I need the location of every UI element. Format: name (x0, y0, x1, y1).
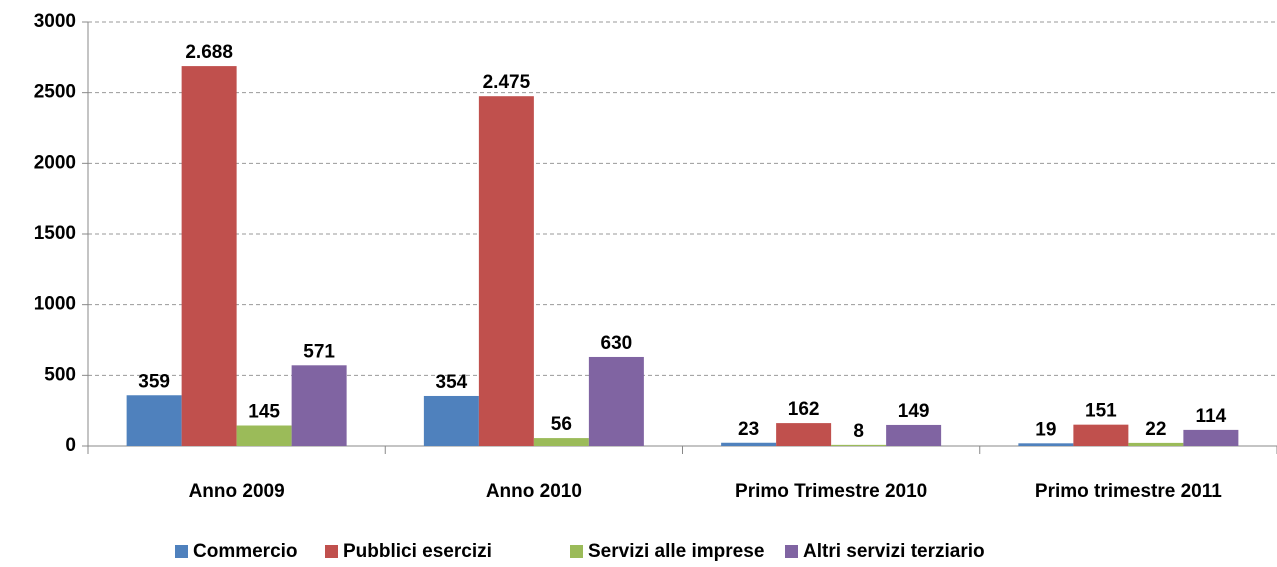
data-label: 359 (138, 371, 170, 392)
bar (1183, 429, 1239, 446)
data-label: 145 (248, 402, 280, 423)
data-label: 571 (303, 341, 335, 362)
data-label: 8 (853, 421, 864, 442)
data-label: 151 (1085, 401, 1117, 422)
bar (423, 395, 479, 446)
x-tick-label: Primo trimestre 2011 (1035, 481, 1222, 502)
legend-swatch (570, 545, 583, 558)
y-tick-label: 1500 (34, 223, 76, 244)
legend-label: Altri servizi terziario (803, 541, 985, 562)
y-tick-label: 2000 (34, 152, 76, 173)
legend-label: Servizi alle imprese (588, 541, 764, 562)
data-label: 162 (788, 399, 820, 420)
x-tick-label: Anno 2010 (486, 481, 582, 502)
x-tick-label: Primo Trimestre 2010 (735, 481, 927, 502)
legend-label: Commercio (193, 541, 298, 562)
bar (588, 356, 644, 446)
data-label: 19 (1035, 419, 1056, 440)
bar (1073, 424, 1129, 446)
y-tick-label: 3000 (34, 11, 76, 32)
data-label: 22 (1145, 419, 1166, 440)
data-label: 114 (1196, 406, 1227, 427)
legend-swatch (785, 545, 798, 558)
data-label: 2.688 (185, 42, 233, 63)
bar (126, 395, 182, 446)
data-label: 56 (551, 414, 572, 435)
legend-label: Pubblici esercizi (343, 541, 492, 562)
y-tick-label: 1000 (34, 294, 76, 315)
bar (478, 96, 534, 446)
bar (776, 423, 832, 446)
bar (291, 365, 347, 446)
bar (533, 438, 589, 446)
bar (886, 424, 942, 446)
y-tick-label: 500 (44, 364, 76, 385)
data-label: 630 (601, 333, 633, 354)
y-tick-label: 0 (65, 435, 76, 456)
y-tick-label: 2500 (34, 82, 76, 103)
data-label: 23 (738, 419, 759, 440)
x-tick-label: Anno 2009 (189, 481, 285, 502)
bar (721, 442, 777, 446)
data-label: 2.475 (483, 72, 531, 93)
legend-swatch (175, 545, 188, 558)
bar (831, 444, 887, 446)
bar (181, 66, 237, 446)
bar (1128, 442, 1184, 446)
legend-swatch (325, 545, 338, 558)
data-label: 149 (898, 401, 930, 422)
bar (236, 425, 292, 446)
data-label: 354 (436, 372, 468, 393)
bar (1018, 443, 1074, 446)
